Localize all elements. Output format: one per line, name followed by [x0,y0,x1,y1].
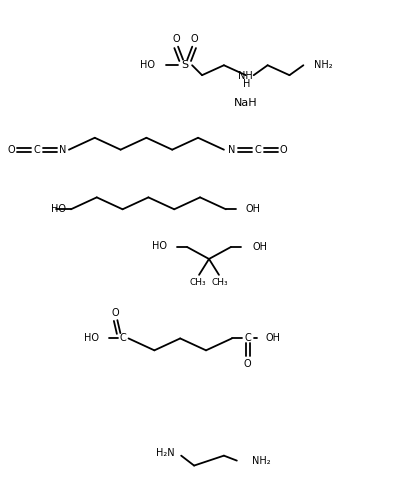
Text: NH₂: NH₂ [252,456,270,466]
Text: S: S [181,60,189,70]
Text: O: O [172,34,180,44]
Text: NH₂: NH₂ [314,60,333,70]
Text: O: O [244,359,251,369]
Text: CH₃: CH₃ [212,278,228,287]
Text: HO: HO [152,241,167,251]
Text: HO: HO [51,204,66,214]
Text: C: C [254,145,261,155]
Text: NaH: NaH [234,98,258,108]
Text: H₂N: H₂N [155,448,174,458]
Text: OH: OH [266,334,281,343]
Text: CH₃: CH₃ [190,278,207,287]
Text: N: N [59,145,67,155]
Text: OH: OH [246,204,261,214]
Text: O: O [112,307,119,318]
Text: C: C [34,145,41,155]
Text: N: N [228,145,235,155]
Text: OH: OH [253,242,268,252]
Text: HO: HO [84,334,99,343]
Text: O: O [190,34,198,44]
Text: H: H [243,79,251,89]
Text: C: C [244,334,251,343]
Text: HO: HO [140,60,155,70]
Text: O: O [8,145,15,155]
Text: O: O [280,145,287,155]
Text: C: C [119,334,126,343]
Text: NH: NH [238,71,253,81]
